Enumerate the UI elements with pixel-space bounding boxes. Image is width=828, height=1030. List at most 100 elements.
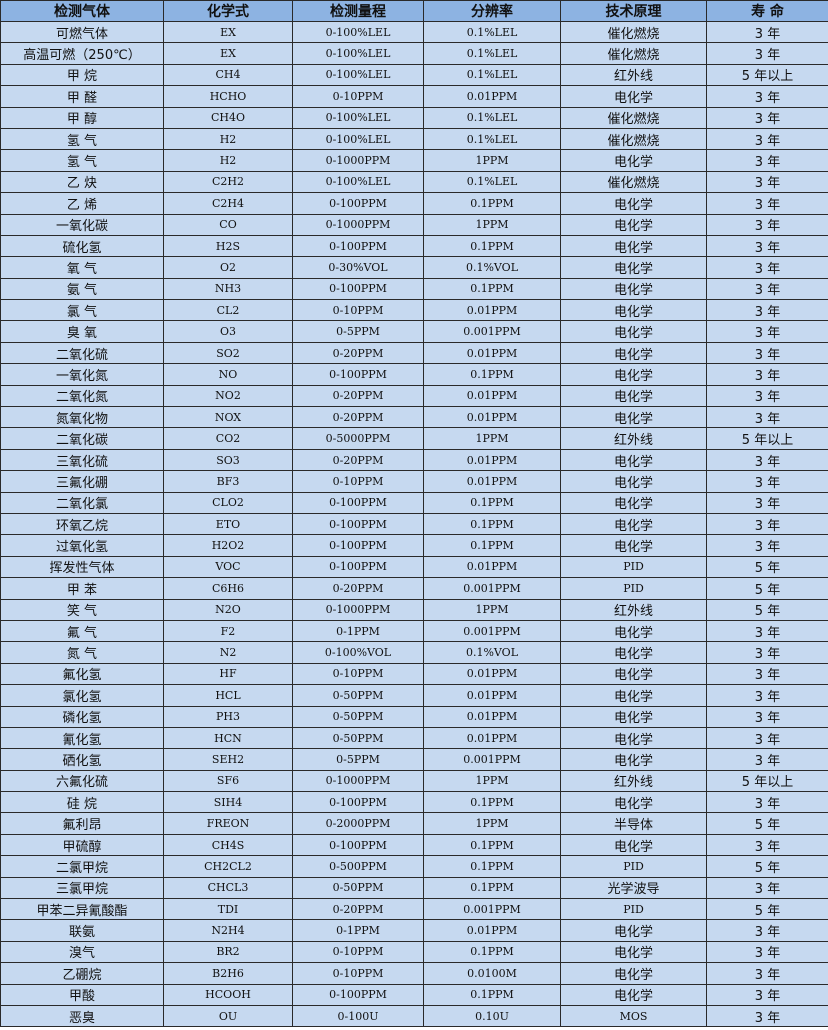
cell-resolution: 0.1%LEL — [423, 170, 561, 194]
table-row: 甲硫醇 CH4S 0-100PPM 0.1PPM 电化学 3 年 — [0, 833, 828, 857]
cell-gas: 氮氧化物 — [0, 406, 164, 429]
cell-range: 0-100%LEL — [292, 170, 424, 194]
cell-resolution: 0.1PPM — [423, 534, 561, 557]
cell-range: 0-20PPM — [292, 448, 424, 472]
cell-lifespan: 3 年 — [706, 684, 828, 707]
cell-gas: 环氧乙烷 — [0, 512, 164, 536]
table-row: 一氧化氮 NO 0-100PPM 0.1PPM 电化学 3 年 — [0, 363, 828, 386]
cell-resolution: 0.01PPM — [423, 384, 561, 408]
cell-lifespan: 5 年 — [706, 598, 828, 621]
table-row: 六氟化硫 SF6 0-1000PPM 1PPM 红外线 5 年以上 — [0, 769, 828, 793]
cell-formula: N2H4 — [163, 919, 293, 942]
table-row: 二氯甲烷 CH2CL2 0-500PPM 0.1PPM PID 5 年 — [0, 855, 828, 878]
cell-lifespan: 3 年 — [706, 277, 828, 301]
table-row: 氰化氢 HCN 0-50PPM 0.01PPM 电化学 3 年 — [0, 726, 828, 750]
cell-range: 0-1PPM — [292, 619, 424, 643]
cell-formula: HCHO — [163, 85, 293, 108]
cell-principle: MOS — [560, 1004, 707, 1028]
cell-formula: NO2 — [163, 384, 293, 408]
cell-range: 0-20PPM — [292, 898, 424, 921]
cell-resolution: 1PPM — [423, 149, 561, 172]
cell-lifespan: 3 年 — [706, 962, 828, 985]
cell-formula: H2 — [163, 127, 293, 151]
cell-gas: 二氯甲烷 — [0, 855, 164, 878]
cell-lifespan: 3 年 — [706, 983, 828, 1006]
cell-gas: 甲硫醇 — [0, 833, 164, 857]
cell-lifespan: 3 年 — [706, 662, 828, 686]
cell-lifespan: 3 年 — [706, 149, 828, 172]
cell-resolution: 0.01PPM — [423, 662, 561, 686]
cell-formula: CHCL3 — [163, 876, 293, 900]
cell-gas: 可燃气体 — [0, 20, 164, 44]
cell-lifespan: 3 年 — [706, 192, 828, 215]
cell-principle: 电化学 — [560, 726, 707, 750]
cell-range: 0-1000PPM — [292, 769, 424, 793]
cell-resolution: 0.1%VOL — [423, 256, 561, 279]
cell-formula: CH4 — [163, 63, 293, 87]
cell-formula: NOX — [163, 406, 293, 429]
table-row: 甲 醛 HCHO 0-10PPM 0.01PPM 电化学 3 年 — [0, 85, 828, 108]
cell-principle: 电化学 — [560, 85, 707, 108]
cell-formula: HCL — [163, 684, 293, 707]
cell-formula: H2S — [163, 234, 293, 258]
cell-formula: C2H4 — [163, 192, 293, 215]
cell-formula: SEH2 — [163, 748, 293, 771]
cell-resolution: 0.001PPM — [423, 320, 561, 343]
table-row: 氟 气 F2 0-1PPM 0.001PPM 电化学 3 年 — [0, 619, 828, 643]
cell-formula: N2O — [163, 598, 293, 621]
cell-range: 0-100PPM — [292, 512, 424, 536]
header-gas: 检测气体 — [0, 0, 164, 22]
cell-principle: PID — [560, 855, 707, 878]
cell-lifespan: 5 年 — [706, 555, 828, 579]
cell-range: 0-1000PPM — [292, 213, 424, 236]
cell-range: 0-100PPM — [292, 833, 424, 857]
cell-range: 0-50PPM — [292, 705, 424, 728]
table-row: 过氧化氢 H2O2 0-100PPM 0.1PPM 电化学 3 年 — [0, 534, 828, 557]
cell-principle: 电化学 — [560, 705, 707, 728]
cell-principle: 电化学 — [560, 983, 707, 1006]
table-row: 乙 炔 C2H2 0-100%LEL 0.1%LEL 催化燃烧 3 年 — [0, 170, 828, 194]
cell-resolution: 0.01PPM — [423, 684, 561, 707]
cell-lifespan: 5 年 — [706, 812, 828, 835]
cell-range: 0-50PPM — [292, 876, 424, 900]
cell-range: 0-500PPM — [292, 855, 424, 878]
cell-resolution: 1PPM — [423, 427, 561, 450]
cell-range: 0-100U — [292, 1004, 424, 1028]
cell-principle: 电化学 — [560, 940, 707, 964]
cell-principle: 电化学 — [560, 320, 707, 343]
cell-lifespan: 5 年以上 — [706, 427, 828, 450]
cell-resolution: 0.1%LEL — [423, 63, 561, 87]
cell-principle: 红外线 — [560, 598, 707, 621]
cell-principle: PID — [560, 898, 707, 921]
cell-gas: 乙 烯 — [0, 192, 164, 215]
cell-formula: CH4S — [163, 833, 293, 857]
cell-resolution: 0.001PPM — [423, 898, 561, 921]
cell-lifespan: 3 年 — [706, 726, 828, 750]
cell-resolution: 0.01PPM — [423, 85, 561, 108]
cell-lifespan: 5 年 — [706, 577, 828, 600]
cell-resolution: 0.1PPM — [423, 277, 561, 301]
cell-resolution: 0.1PPM — [423, 234, 561, 258]
cell-principle: 电化学 — [560, 748, 707, 771]
header-formula: 化学式 — [163, 0, 293, 22]
cell-lifespan: 3 年 — [706, 491, 828, 514]
cell-gas: 氯 气 — [0, 299, 164, 322]
cell-gas: 笑 气 — [0, 598, 164, 621]
cell-formula: F2 — [163, 619, 293, 643]
table-row: 氯化氢 HCL 0-50PPM 0.01PPM 电化学 3 年 — [0, 684, 828, 707]
cell-resolution: 0.01PPM — [423, 555, 561, 579]
table-row: 一氧化碳 CO 0-1000PPM 1PPM 电化学 3 年 — [0, 213, 828, 236]
cell-gas: 氯化氢 — [0, 684, 164, 707]
cell-resolution: 0.1%LEL — [423, 42, 561, 65]
cell-formula: CL2 — [163, 299, 293, 322]
cell-gas: 氰化氢 — [0, 726, 164, 750]
cell-resolution: 0.01PPM — [423, 919, 561, 942]
cell-range: 0-30%VOL — [292, 256, 424, 279]
cell-range: 0-5PPM — [292, 748, 424, 771]
cell-formula: SO2 — [163, 341, 293, 365]
cell-resolution: 1PPM — [423, 769, 561, 793]
cell-range: 0-10PPM — [292, 85, 424, 108]
cell-gas: 氟 气 — [0, 619, 164, 643]
cell-range: 0-100%LEL — [292, 42, 424, 65]
cell-resolution: 0.0100M — [423, 962, 561, 985]
